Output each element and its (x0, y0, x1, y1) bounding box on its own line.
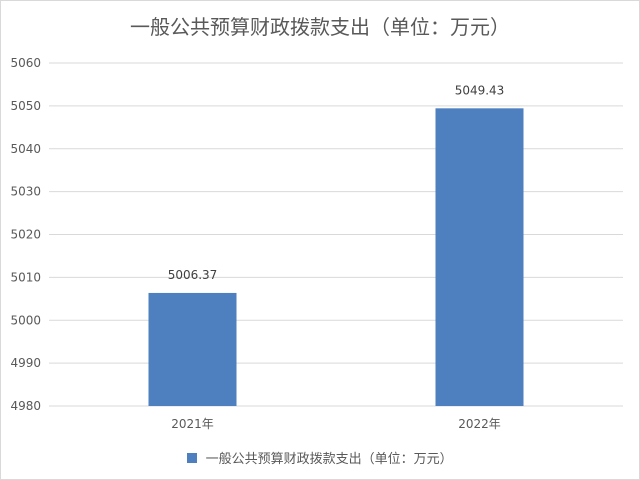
x-tick-label: 2021年 (171, 417, 214, 431)
y-tick-label: 5000 (10, 313, 41, 327)
y-tick-label: 5030 (10, 185, 41, 199)
data-labels: 5006.37 5049.43 (168, 83, 505, 282)
legend-swatch (187, 452, 198, 463)
y-tick-label: 5060 (10, 56, 41, 70)
legend: 一般公共预算财政拨款支出（单位：万元） (1, 448, 639, 467)
bar-value-label: 5049.43 (455, 83, 505, 97)
gridlines (49, 62, 623, 407)
y-axis-tick-labels: 4980 4990 5000 5010 5020 5030 5040 5050 5060 (10, 56, 41, 413)
bar-1 (148, 292, 237, 406)
legend-label: 一般公共预算财政拨款支出（单位：万元） (205, 452, 453, 467)
x-tick-label: 2022年 (458, 417, 501, 431)
bars (148, 108, 524, 406)
chart-title: 一般公共预算财政拨款支出（单位：万元） (130, 15, 510, 39)
y-tick-label: 4990 (10, 356, 41, 370)
bar-value-label: 5006.37 (168, 268, 218, 282)
x-axis-tick-labels: 2021年 2022年 (171, 417, 501, 431)
bar-2 (435, 108, 524, 406)
y-tick-label: 4980 (10, 399, 41, 413)
y-tick-label: 5050 (10, 99, 41, 113)
y-tick-label: 5040 (10, 142, 41, 156)
y-tick-label: 5010 (10, 270, 41, 284)
y-tick-label: 5020 (10, 228, 41, 242)
